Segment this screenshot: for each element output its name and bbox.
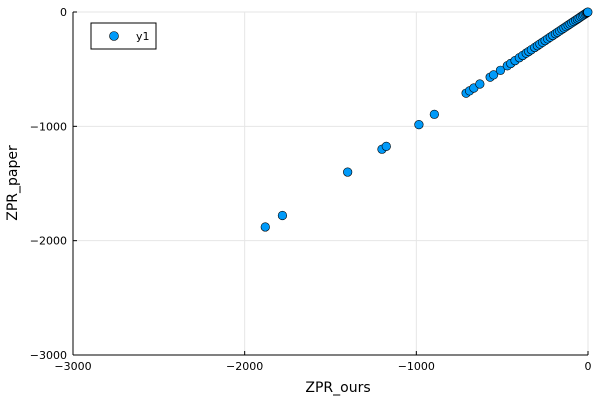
data-point: [475, 79, 485, 89]
data-point: [260, 222, 270, 232]
data-point: [277, 210, 288, 221]
legend-label: y1: [136, 30, 150, 43]
data-point: [381, 141, 391, 151]
y-tick-label: −3000: [30, 349, 67, 362]
data-point: [414, 120, 424, 130]
x-tick-label: −3000: [54, 360, 91, 373]
plot-frame: [72, 12, 588, 356]
data-point: [495, 65, 506, 75]
y-tick-label: 0: [60, 6, 67, 19]
x-tick-label: −2000: [226, 360, 263, 373]
y-axis-label: ZPR_paper: [5, 145, 21, 221]
data-point: [429, 109, 439, 119]
legend: y1: [90, 22, 157, 50]
data-point: [488, 70, 499, 80]
x-axis-label: ZPR_ours: [305, 380, 370, 396]
axis-ticks: −3000 −2000 −1000 0 −3000 −2000 −1000 0: [30, 6, 592, 373]
y-tick-label: −2000: [30, 235, 67, 248]
legend-box: [90, 22, 157, 50]
y-tick-label: −1000: [30, 120, 67, 133]
data-points: [260, 7, 593, 232]
legend-marker: [109, 31, 119, 41]
x-tick-label: 0: [585, 360, 592, 373]
x-tick-label: −1000: [398, 360, 435, 373]
data-point: [343, 167, 353, 177]
data-point: [583, 7, 593, 17]
